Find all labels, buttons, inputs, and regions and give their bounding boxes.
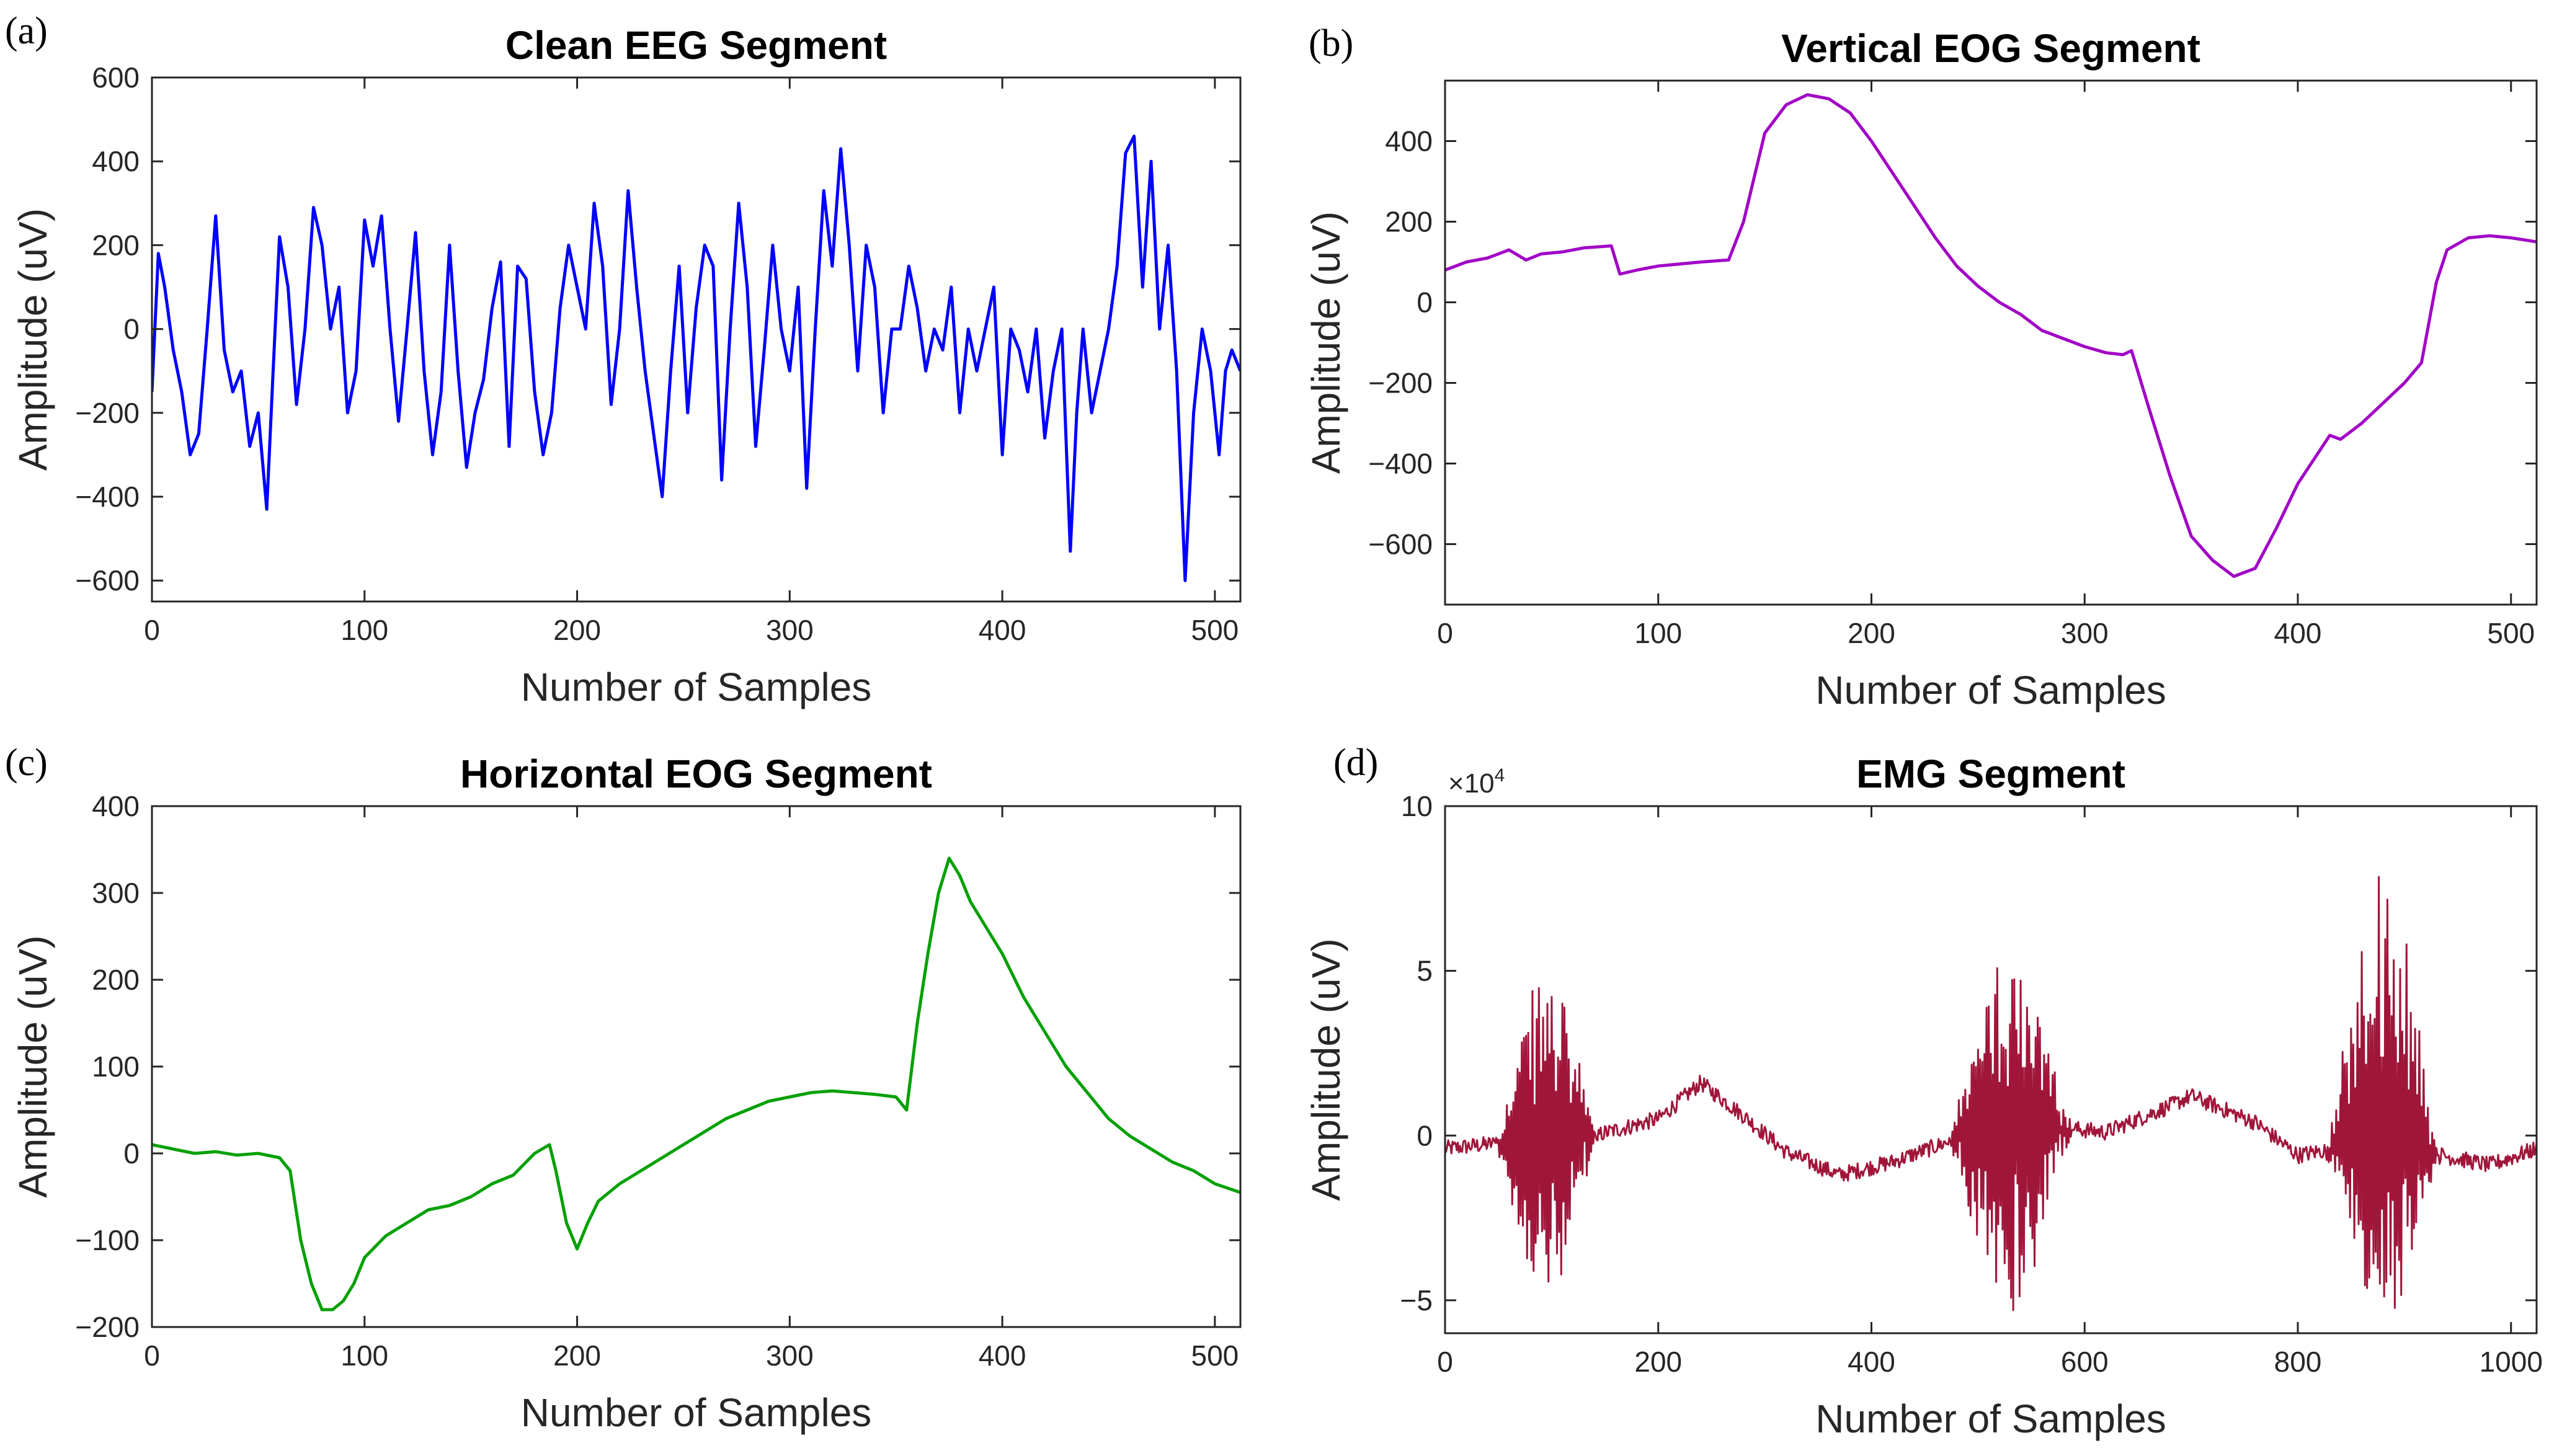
y-tick-label: −400 xyxy=(1368,448,1433,480)
x-tick-label: 500 xyxy=(1191,1339,1239,1372)
panel-label-a: (a) xyxy=(5,10,48,52)
panel-label-b: (b) xyxy=(1309,22,1353,64)
x-tick-label: 200 xyxy=(553,614,601,646)
chart-horizontal-eog: Horizontal EOG Segment 0 100 200 300 400 500 −2… xyxy=(11,752,1242,1435)
axes-box xyxy=(1444,79,2538,606)
y-tick-label: −600 xyxy=(75,564,140,597)
axes-box xyxy=(1444,805,2538,1334)
x-tick-label: 1000 xyxy=(2480,1346,2543,1378)
x-tick-label: 400 xyxy=(979,1339,1026,1372)
y-tick-label: 400 xyxy=(92,145,140,177)
y-tick-label: 0 xyxy=(123,1137,140,1170)
chart-vertical-eog: Vertical EOG Segment 0 100 200 300 400 500 −600… xyxy=(1304,26,2538,712)
x-tick-label: 300 xyxy=(2061,617,2109,649)
x-tick-label: 600 xyxy=(2061,1346,2109,1378)
y-tick-label: −600 xyxy=(1368,528,1433,561)
series-line xyxy=(152,135,1240,582)
y-tick-label: −200 xyxy=(75,397,140,429)
x-axis-label: Number of Samples xyxy=(1815,1396,2166,1441)
y-tick-label: 0 xyxy=(1417,286,1433,319)
panel-label-d: (d) xyxy=(1333,742,1378,784)
x-tick-label: 400 xyxy=(979,614,1026,646)
x-tick-label: 200 xyxy=(553,1339,601,1372)
y-tick-label: −200 xyxy=(1368,367,1433,399)
y-tick-label: 400 xyxy=(1385,125,1433,158)
y-tick-label: 10 xyxy=(1401,790,1433,822)
y-tick-label: 0 xyxy=(1417,1119,1433,1152)
series-line xyxy=(1445,876,2537,1312)
y-tick-label: 600 xyxy=(92,61,140,94)
y-axis-label: Amplitude (uV) xyxy=(1304,211,1348,474)
x-tick-label: 800 xyxy=(2274,1346,2322,1378)
x-tick-label: 400 xyxy=(2274,617,2322,649)
x-tick-label: 100 xyxy=(340,1339,388,1372)
y-tick-label: 300 xyxy=(92,877,140,909)
y-tick-label: 200 xyxy=(92,229,140,261)
chart-title: Clean EEG Segment xyxy=(505,23,887,68)
x-tick-label: 0 xyxy=(144,614,160,646)
chart-clean-eeg: Clean EEG Segment 0 100 200 300 400 500 −600 −40… xyxy=(11,23,1242,709)
axes-box xyxy=(151,76,1242,603)
y-tick-label: −5 xyxy=(1400,1284,1433,1316)
x-axis-label: Number of Samples xyxy=(1815,668,2166,712)
x-tick-label: 100 xyxy=(1634,617,1682,649)
x-axis-label: Number of Samples xyxy=(521,665,872,709)
x-tick-label: 500 xyxy=(1191,614,1239,646)
y-tick-label: −100 xyxy=(75,1224,140,1256)
y-tick-label: −200 xyxy=(75,1311,140,1343)
x-tick-label: 0 xyxy=(1437,617,1453,649)
x-axis-label: Number of Samples xyxy=(521,1390,872,1435)
x-tick-label: 300 xyxy=(766,614,814,646)
x-tick-label: 500 xyxy=(2487,617,2535,649)
series-line xyxy=(152,856,1240,1312)
panel-label-c: (c) xyxy=(5,742,48,784)
x-tick-label: 400 xyxy=(1848,1346,1895,1378)
chart-title: Horizontal EOG Segment xyxy=(460,752,932,796)
axes-box xyxy=(151,805,1242,1328)
y-tick-label: 200 xyxy=(92,964,140,996)
scale-exponent-label: ×104 xyxy=(1448,765,1505,799)
x-tick-label: 300 xyxy=(766,1339,814,1372)
y-axis-label: Amplitude (uV) xyxy=(1304,938,1348,1201)
y-tick-label: 200 xyxy=(1385,206,1433,238)
y-tick-label: 5 xyxy=(1417,955,1433,987)
y-tick-label: 100 xyxy=(92,1050,140,1083)
chart-title: EMG Segment xyxy=(1856,752,2125,796)
y-tick-label: −400 xyxy=(75,481,140,513)
x-tick-label: 200 xyxy=(1634,1346,1682,1378)
y-tick-label: 400 xyxy=(92,790,140,822)
series-line xyxy=(1445,93,2537,578)
chart-title: Vertical EOG Segment xyxy=(1781,26,2200,71)
x-tick-label: 100 xyxy=(340,614,388,646)
x-tick-label: 0 xyxy=(1437,1346,1453,1378)
y-axis-label: Amplitude (uV) xyxy=(11,208,55,471)
x-tick-label: 0 xyxy=(144,1339,160,1372)
y-tick-label: 0 xyxy=(123,313,140,345)
y-axis-label: Amplitude (uV) xyxy=(11,935,55,1197)
x-tick-label: 200 xyxy=(1848,617,1895,649)
